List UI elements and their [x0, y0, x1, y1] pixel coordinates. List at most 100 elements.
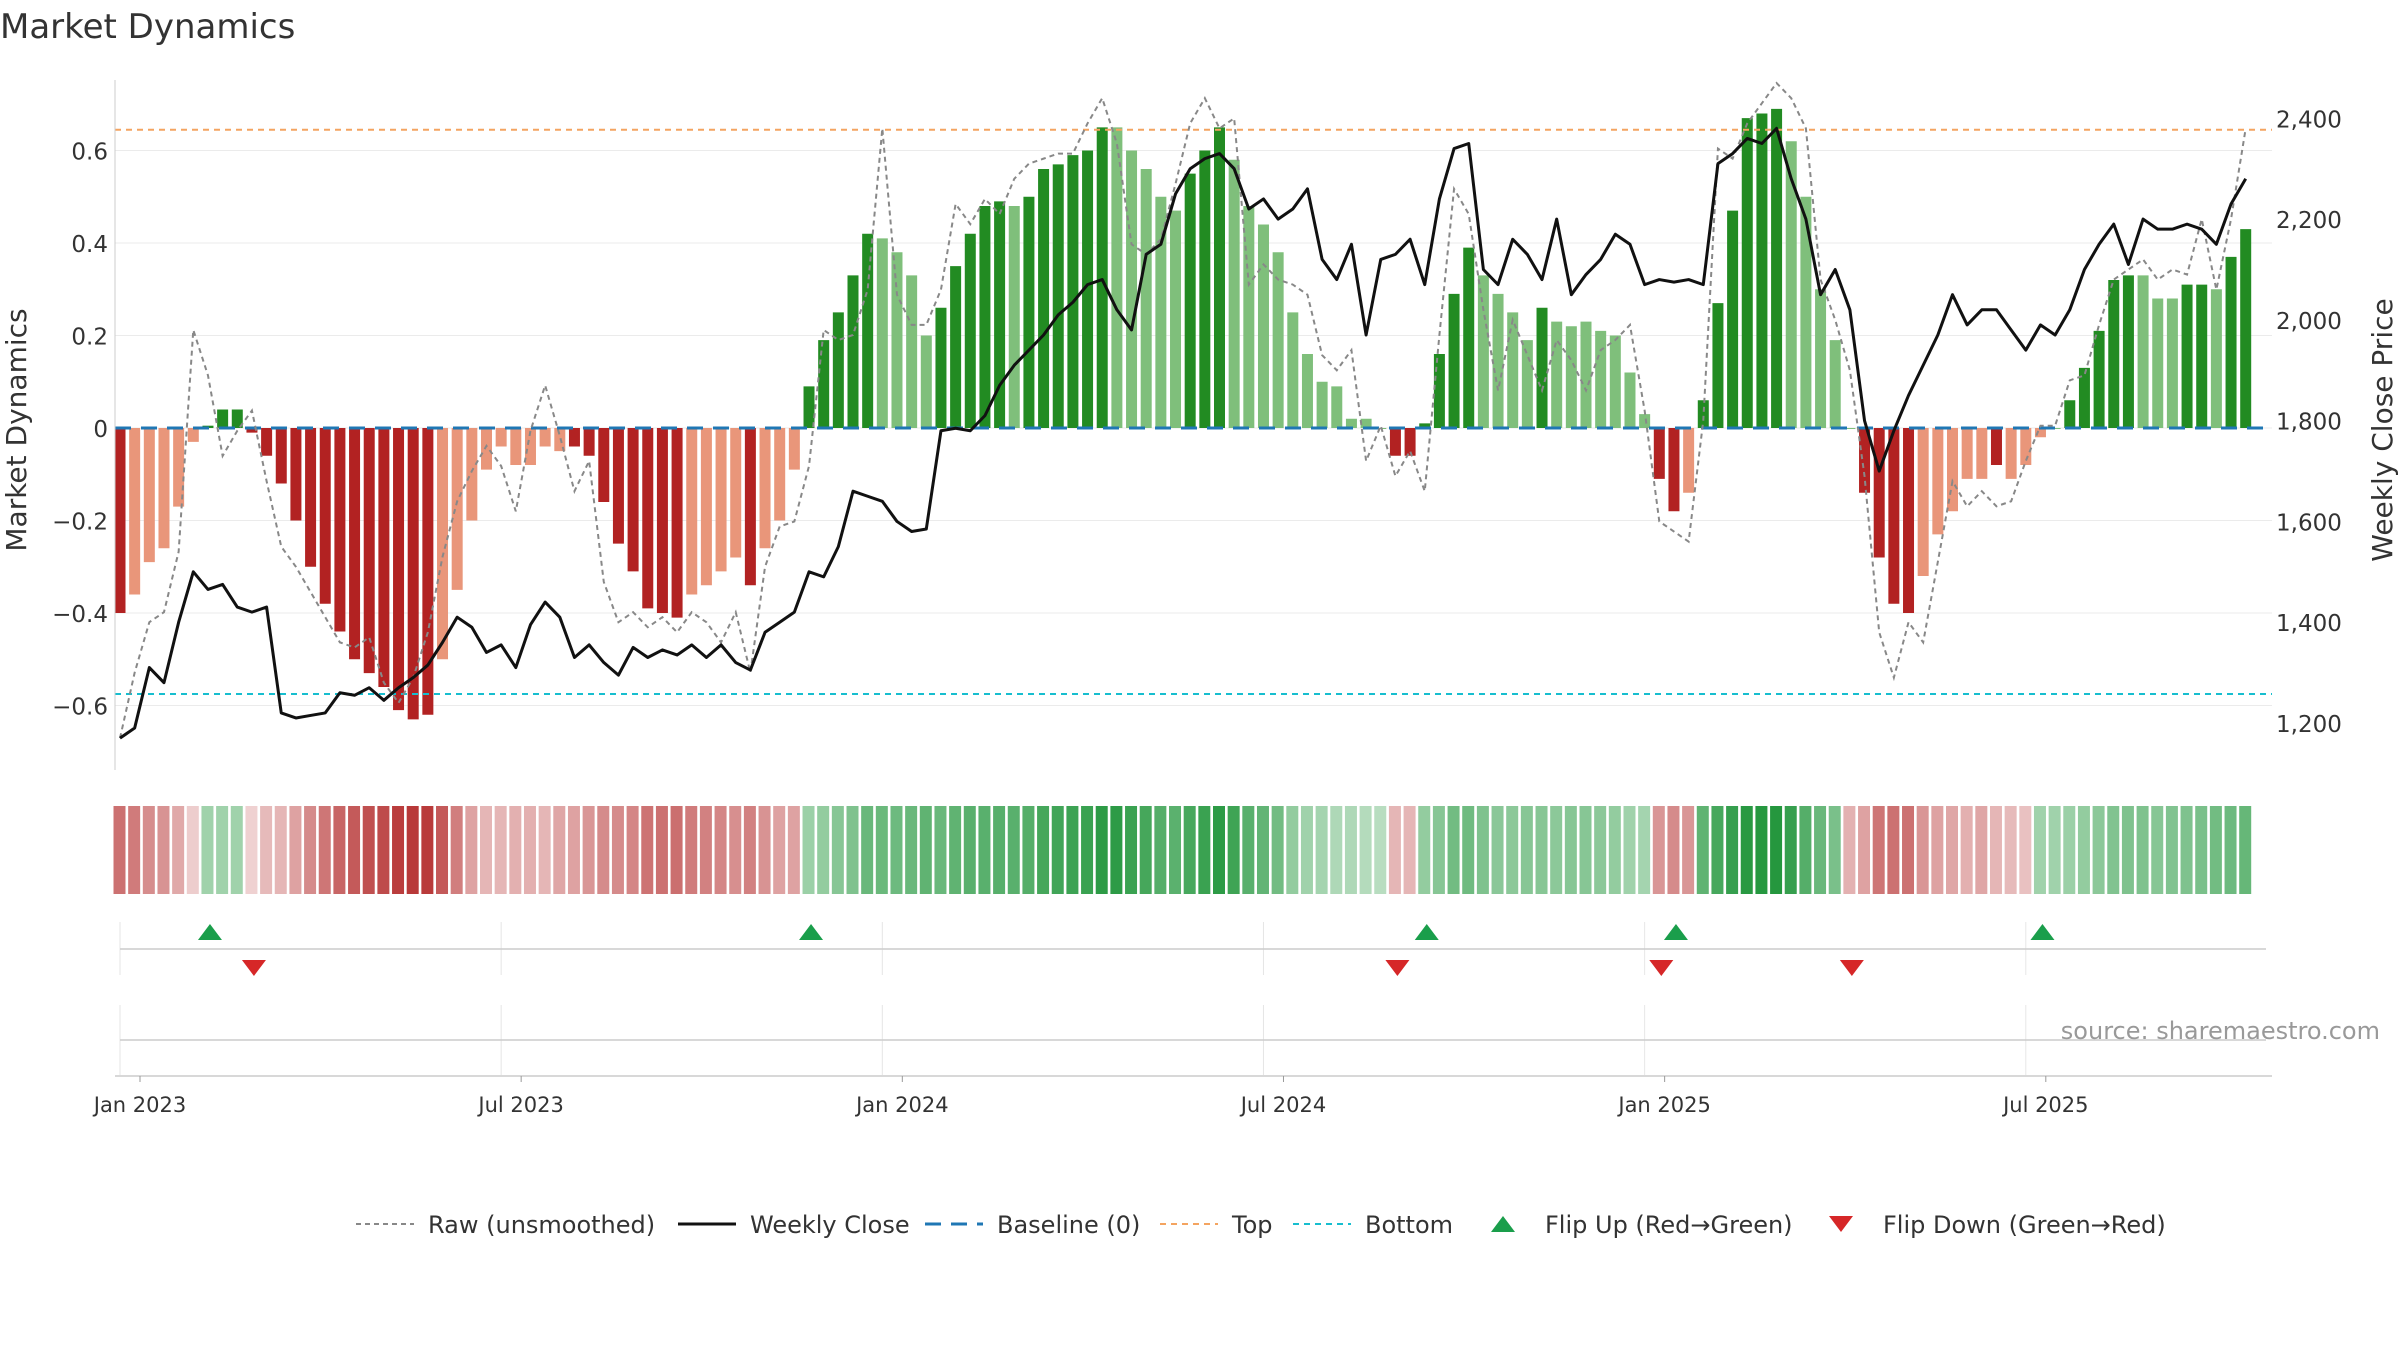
- heat-cell: [1388, 806, 1401, 894]
- heat-cell: [1081, 806, 1094, 894]
- dynamics-bar: [1829, 340, 1841, 428]
- heat-cell: [2107, 806, 2120, 894]
- dynamics-bar: [1595, 330, 1607, 428]
- heat-cell: [1183, 806, 1196, 894]
- heat-cell: [2004, 806, 2017, 894]
- heat-cell: [1535, 806, 1548, 894]
- dynamics-bar: [1873, 428, 1885, 558]
- dynamics-bar: [1653, 428, 1665, 479]
- heat-cell: [699, 806, 712, 894]
- dynamics-bar: [1389, 428, 1401, 456]
- heat-cell: [2077, 806, 2090, 894]
- dynamics-bar: [1126, 150, 1138, 428]
- dynamics-bar: [1404, 428, 1416, 456]
- heat-cell: [1359, 806, 1372, 894]
- dynamics-bar: [1301, 354, 1313, 428]
- heat-cell: [2136, 806, 2149, 894]
- dynamics-bar: [1521, 340, 1533, 428]
- heat-cell: [1213, 806, 1225, 894]
- heat-cell: [1946, 806, 1958, 894]
- y-left-tick-label: −0.2: [52, 510, 108, 536]
- dynamics-bar: [334, 428, 346, 632]
- dynamics-bar: [451, 428, 463, 590]
- dynamics-bar: [1741, 118, 1753, 428]
- heat-cell: [509, 806, 522, 894]
- heat-cell: [1858, 806, 1871, 894]
- dynamics-bar: [1624, 372, 1636, 428]
- dynamics-bar: [158, 428, 170, 549]
- dynamics-bar: [1008, 206, 1020, 428]
- heat-cell: [1814, 806, 1827, 894]
- heat-cell: [1667, 806, 1680, 894]
- dynamics-bar: [2020, 428, 2032, 465]
- dynamics-bar: [730, 428, 742, 558]
- heat-cell: [802, 806, 815, 894]
- dynamics-bar: [832, 312, 844, 428]
- heat-cell: [1110, 806, 1123, 894]
- heat-cell: [567, 806, 580, 894]
- dynamics-bar: [759, 428, 771, 549]
- heat-cell: [1770, 806, 1783, 894]
- dynamics-bar: [305, 428, 317, 567]
- heat-cell: [2063, 806, 2076, 894]
- heat-cell: [1403, 806, 1416, 894]
- dynamics-bar: [2122, 275, 2134, 428]
- flip-up-marker: [1414, 924, 1439, 940]
- heat-cell: [1696, 806, 1709, 894]
- heat-cell: [714, 806, 727, 894]
- dynamics-bar: [319, 428, 331, 604]
- dynamics-bar: [2240, 229, 2252, 428]
- legend-item: Weekly Close: [678, 1211, 910, 1239]
- legend-item: Baseline (0): [925, 1211, 1140, 1239]
- heat-cell: [861, 806, 874, 894]
- dynamics-bar: [129, 428, 141, 595]
- dynamics-bar: [143, 428, 155, 563]
- dynamics-bar: [1257, 224, 1269, 428]
- legend-label: Top: [1231, 1211, 1273, 1239]
- dynamics-bar: [2093, 330, 2105, 428]
- heat-cell: [1242, 806, 1255, 894]
- heat-cell: [1887, 806, 1900, 894]
- heat-cell: [1037, 806, 1050, 894]
- heat-cell: [1726, 806, 1739, 894]
- heat-cell: [655, 806, 668, 894]
- dynamics-bar: [818, 340, 830, 428]
- dynamics-bar: [1360, 418, 1372, 428]
- y-right-tick-label: 1,400: [2276, 611, 2342, 637]
- dynamics-bar: [671, 428, 683, 618]
- heat-cell: [465, 806, 478, 894]
- dynamics-bar: [261, 428, 273, 456]
- y-right-tick-label: 2,000: [2276, 309, 2342, 335]
- heat-cell: [934, 806, 947, 894]
- heat-strip: [113, 806, 2252, 894]
- legend-label: Raw (unsmoothed): [428, 1211, 655, 1239]
- x-tick-label: Jan 2024: [854, 1093, 949, 1117]
- dynamics-bar: [744, 428, 756, 586]
- dynamics-bar: [437, 428, 449, 660]
- dynamics-bar: [1082, 150, 1094, 428]
- legend-label: Bottom: [1365, 1211, 1453, 1239]
- heat-cell: [113, 806, 126, 894]
- dynamics-bar: [378, 428, 390, 687]
- dynamics-bar: [2005, 428, 2017, 479]
- dynamics-bar: [1639, 414, 1651, 428]
- heat-cell: [1755, 806, 1768, 894]
- heat-cell: [1579, 806, 1592, 894]
- heat-cell: [831, 806, 844, 894]
- flip-down-marker: [1385, 960, 1410, 976]
- flip-up-marker: [2030, 924, 2055, 940]
- weekly-close-line: [119, 126, 2247, 740]
- dynamics-bar: [2181, 284, 2193, 428]
- y-right-tick-label: 1,200: [2276, 712, 2342, 738]
- x-tick-label: Jul 2025: [2001, 1093, 2088, 1117]
- dynamics-bar: [2210, 289, 2222, 428]
- dynamics-bar: [114, 428, 126, 613]
- heat-cell: [1872, 806, 1885, 894]
- heat-cell: [978, 806, 991, 894]
- heat-cell: [1740, 806, 1753, 894]
- heat-cell: [2121, 806, 2134, 894]
- heat-cell: [1022, 806, 1035, 894]
- dynamics-bar: [481, 428, 492, 470]
- source-label: source: sharemaestro.com: [2061, 1017, 2380, 1045]
